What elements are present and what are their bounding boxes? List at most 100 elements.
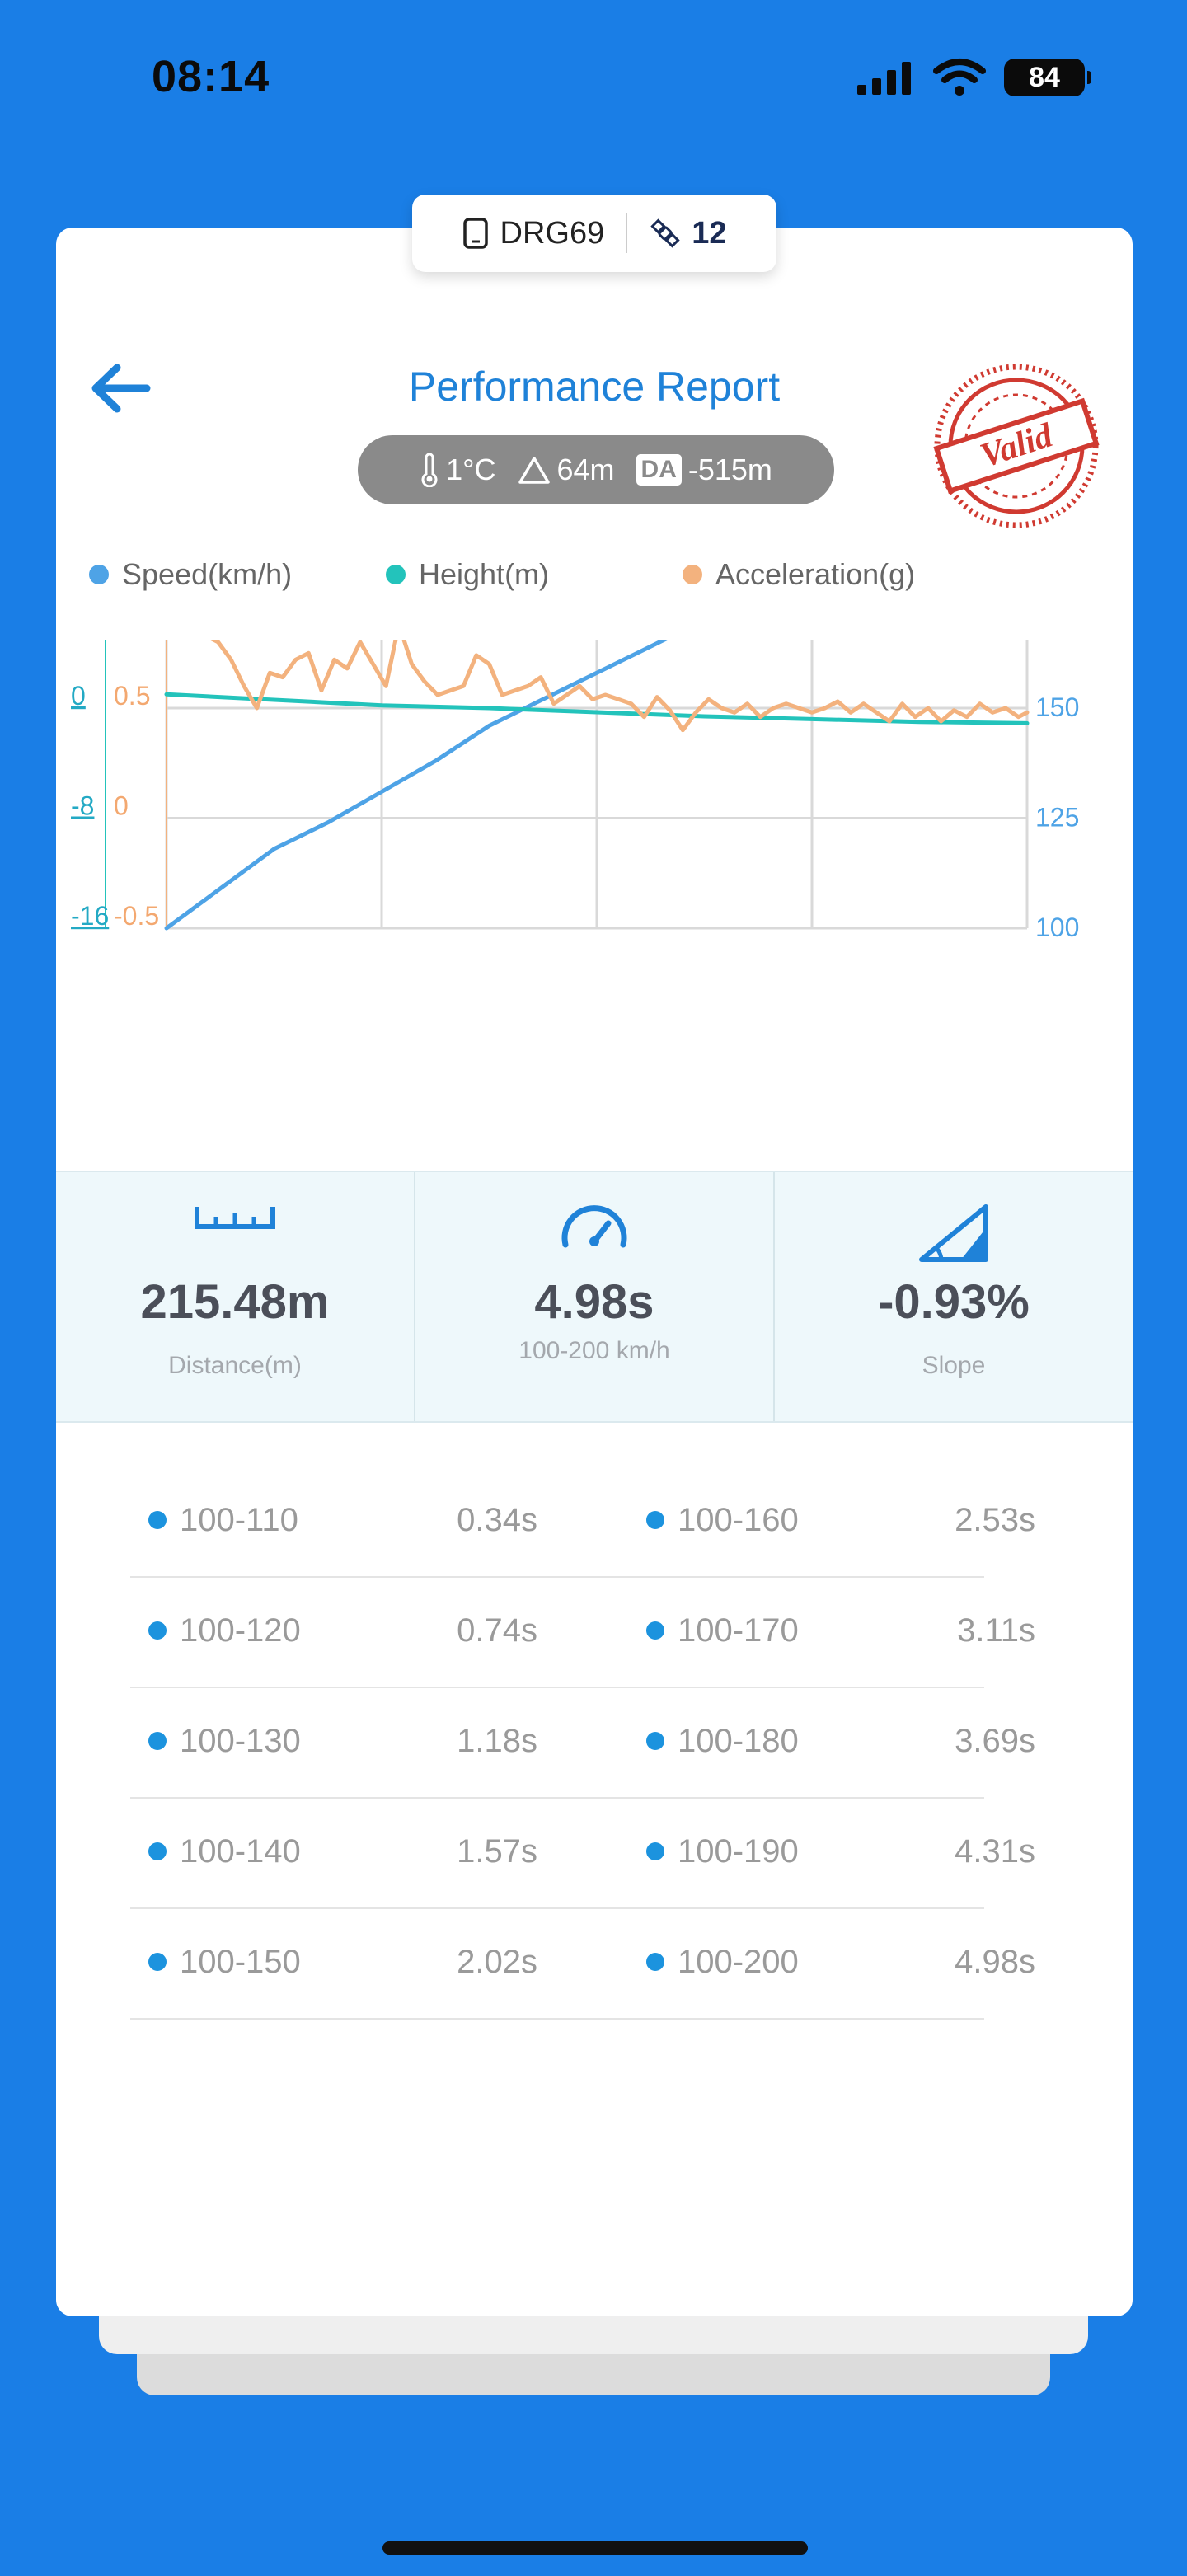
bullet [148, 1732, 167, 1750]
split-range: 100-170 [678, 1612, 799, 1649]
stat-slope: -0.93% Slope [773, 1172, 1133, 1421]
bullet [148, 1621, 167, 1640]
legend-dot [89, 565, 109, 584]
device-icon [462, 218, 488, 249]
battery-icon: 84 [1004, 59, 1091, 96]
split-left: 100-110 [148, 1495, 298, 1545]
stat-label: Slope [922, 1352, 986, 1379]
split-right: 100-190 [646, 1827, 799, 1876]
bullet [646, 1511, 664, 1529]
split-time: 0.34s [457, 1501, 537, 1538]
legend-item-height: Height(m) [386, 557, 683, 592]
stat-value: 215.48m [140, 1275, 330, 1329]
divider [626, 213, 628, 253]
temperature-value: 1°C [446, 453, 496, 486]
thermometer-icon [421, 453, 438, 487]
stat-time: 4.98s 100-200 km/h [414, 1172, 773, 1421]
satellite-count: 12 [692, 215, 727, 251]
bullet [646, 1732, 664, 1750]
bullet [646, 1953, 664, 1971]
split-left: 100-130 [148, 1716, 301, 1766]
altitude: 64m [518, 453, 615, 487]
split-range: 100-160 [678, 1501, 799, 1538]
accel-tick-label: 0 [114, 791, 129, 821]
split-right: 100-160 [646, 1495, 799, 1545]
performance-chart: 1680-8-161.510.50-0.5200175150125100 [71, 640, 1079, 942]
stat-value: -0.93% [878, 1275, 1030, 1329]
temperature: 1°C [420, 453, 496, 487]
bullet [646, 1621, 664, 1640]
split-left: 100-150 [148, 1937, 301, 1987]
split-left: 100-120 [148, 1606, 301, 1655]
speedometer-icon [561, 1205, 627, 1248]
stat-label: 100-200 km/h [518, 1337, 670, 1364]
battery-level: 84 [1029, 61, 1060, 93]
speed-tick-label: 150 [1035, 692, 1079, 722]
chart-legend: Speed(km/h) Height(m) Acceleration(g) [89, 557, 915, 592]
signal-icon [857, 62, 911, 95]
split-right: 100-200 [646, 1937, 799, 1987]
density-altitude-value: -515m [687, 453, 772, 486]
page-title: Performance Report [408, 364, 781, 410]
table-row: 100-120 0.74s 100-170 3.11s [89, 1583, 1075, 1693]
row-divider [130, 1907, 984, 1909]
device-badge[interactable]: DRG69 12 [412, 195, 776, 272]
bullet [148, 1511, 167, 1529]
back-arrow-icon[interactable] [82, 351, 157, 425]
row-divider [130, 2018, 984, 2020]
split-time: 4.98s [955, 1943, 1035, 1980]
speed-tick-label: 125 [1035, 803, 1079, 833]
status-icons: 84 [856, 58, 1091, 97]
split-time: 3.69s [955, 1722, 1035, 1759]
density-altitude: DA -515m [636, 453, 772, 487]
split-range: 100-150 [180, 1943, 301, 1980]
device-name: DRG69 [500, 215, 605, 251]
stat-value: 4.98s [534, 1275, 654, 1329]
stat-label: Distance(m) [168, 1352, 302, 1379]
split-range: 100-200 [678, 1943, 799, 1980]
acceleration-line [209, 640, 1030, 733]
split-right: 100-170 [646, 1606, 799, 1655]
split-range: 100-190 [678, 1832, 799, 1870]
slope-icon [919, 1204, 988, 1262]
split-time: 3.11s [957, 1612, 1035, 1649]
split-time: 1.57s [457, 1832, 537, 1870]
altitude-value: 64m [556, 453, 615, 486]
bullet [148, 1953, 167, 1971]
split-time: 0.74s [457, 1612, 537, 1649]
legend-dot [683, 565, 702, 584]
height-tick-label: -16 [71, 901, 109, 931]
status-time: 08:14 [152, 52, 270, 101]
split-time: 1.18s [457, 1722, 537, 1759]
mountain-icon [518, 457, 550, 484]
satellite-icon [650, 218, 680, 248]
split-right: 100-180 [646, 1716, 799, 1766]
table-row: 100-140 1.57s 100-190 4.31s [89, 1804, 1075, 1914]
wifi-icon [933, 59, 986, 96]
stats-panel: 215.48m Distance(m) 4.98s 100-200 km/h [56, 1171, 1133, 1423]
bullet [148, 1842, 167, 1860]
da-badge: DA [636, 454, 682, 486]
split-time: 2.02s [457, 1943, 537, 1980]
speed-tick-label: 100 [1035, 913, 1079, 942]
legend-label: Height(m) [419, 557, 550, 591]
height-tick-label: 0 [71, 681, 86, 711]
split-left: 100-140 [148, 1827, 301, 1876]
stat-distance: 215.48m Distance(m) [56, 1172, 414, 1421]
report-card: Performance Report 1°C 64m DA -515m Vali… [56, 228, 1133, 2316]
accel-tick-label: 0.5 [114, 681, 150, 711]
legend-label: Acceleration(g) [715, 557, 916, 591]
row-divider [130, 1576, 984, 1578]
legend-dot [386, 565, 406, 584]
split-range: 100-180 [678, 1722, 799, 1759]
split-range: 100-120 [180, 1612, 301, 1649]
valid-stamp: Valid [933, 364, 1100, 528]
table-row: 100-130 1.18s 100-180 3.69s [89, 1693, 1075, 1804]
table-row: 100-110 0.34s 100-160 2.53s [89, 1472, 1075, 1583]
home-indicator[interactable] [382, 2541, 808, 2555]
row-divider [130, 1687, 984, 1688]
height-line [164, 692, 1030, 725]
ruler-icon [195, 1207, 275, 1229]
height-tick-label: -8 [71, 791, 94, 821]
split-range: 100-140 [180, 1832, 301, 1870]
